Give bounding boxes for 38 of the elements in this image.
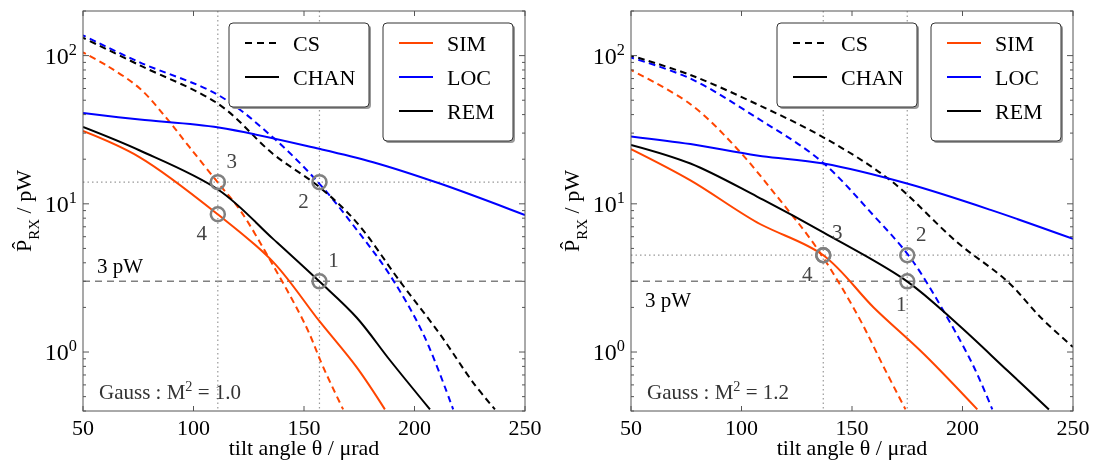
annotation: CS: [841, 31, 868, 56]
legend-label: SIM: [447, 31, 487, 56]
legend-label: REM: [447, 99, 495, 124]
annotation: CHAN: [841, 65, 904, 90]
legend-label: LOC: [447, 65, 491, 90]
annotation: 2: [298, 189, 309, 214]
annotation: 1: [328, 248, 339, 273]
y-tick-label: 10$^{0}$: [592, 335, 625, 366]
ref-line-label: 3 pW: [645, 288, 692, 313]
legend-label: LOC: [995, 65, 1039, 90]
y-tick-label: 10$^{1}$: [592, 187, 625, 217]
annotation: 1: [896, 292, 907, 317]
line-series: [631, 143, 1050, 411]
y-tick-label: 10$^{1}$: [44, 187, 77, 217]
y-tick-label: 10$^{2}$: [44, 39, 77, 69]
line-series: [631, 54, 1073, 349]
x-tick-label: 50: [72, 415, 94, 440]
ref-line-label: 3 pW: [97, 254, 144, 279]
x-tick-label: 100: [725, 415, 758, 440]
annotation: 2: [916, 222, 927, 247]
y-tick-label: 10$^{0}$: [44, 335, 77, 366]
x-tick-label: 100: [177, 415, 210, 440]
legend-label: REM: [995, 99, 1043, 124]
legend-label: SIM: [995, 31, 1035, 56]
x-tick-label: 50: [620, 415, 642, 440]
annotation: Gauss : M$^{2}$ = 1.0: [99, 378, 242, 404]
annotation: 4: [802, 262, 814, 287]
annotation: CHAN: [293, 65, 356, 90]
annotation: 3: [832, 220, 843, 245]
annotation: Gauss : M$^{2}$ = 1.2: [647, 378, 790, 404]
annotation: 3: [226, 149, 238, 174]
x-tick-label: 250: [1056, 415, 1090, 440]
x-tick-label: 250: [508, 415, 542, 440]
annotation: CS: [293, 31, 320, 56]
x-tick-label: 200: [946, 415, 979, 440]
x-tick-label: 200: [398, 415, 431, 440]
annotation: 4: [196, 221, 208, 246]
y-tick-label: 10$^{2}$: [592, 39, 625, 69]
